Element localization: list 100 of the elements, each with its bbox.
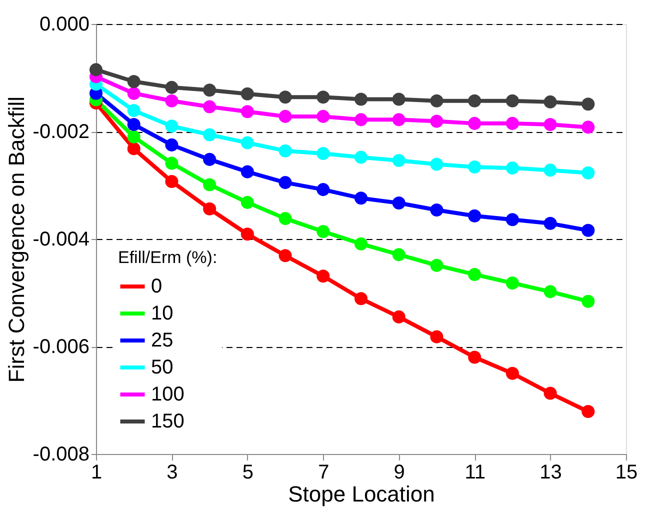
- point: [240, 196, 254, 209]
- y-tick-label: -0.006: [32, 336, 90, 358]
- point: [127, 130, 140, 144]
- point: [278, 110, 292, 123]
- y-axis-title: First Convergence on Backfill: [4, 96, 29, 383]
- point: [203, 100, 216, 114]
- point: [165, 94, 178, 108]
- point: [468, 350, 482, 364]
- point: [316, 224, 330, 238]
- point: [392, 248, 406, 262]
- point: [544, 118, 557, 132]
- point: [544, 95, 557, 108]
- point: [506, 213, 519, 226]
- point: [316, 183, 330, 196]
- x-tick-label: 1: [90, 462, 102, 484]
- x-tick-label: 11: [464, 462, 486, 484]
- point: [316, 270, 330, 283]
- point: [127, 104, 140, 118]
- point: [354, 192, 368, 205]
- point: [430, 114, 444, 128]
- x-tick-label: 3: [166, 462, 178, 484]
- point: [240, 165, 254, 178]
- point: [430, 258, 444, 272]
- point: [392, 310, 406, 324]
- legend-label: 25: [151, 330, 174, 352]
- point: [506, 162, 519, 175]
- point: [240, 136, 254, 150]
- point: [165, 138, 178, 152]
- point: [127, 118, 140, 132]
- point: [127, 86, 140, 100]
- point: [544, 386, 557, 400]
- point: [278, 144, 292, 158]
- point: [240, 228, 254, 241]
- point: [392, 92, 406, 106]
- x-tick-label: 15: [615, 462, 638, 484]
- point: [544, 164, 557, 177]
- point: [278, 176, 292, 190]
- point: [506, 276, 519, 290]
- point: [430, 158, 444, 171]
- point: [165, 120, 178, 133]
- point: [582, 224, 595, 237]
- x-tick-label: 9: [394, 462, 405, 484]
- y-tick-label: -0.004: [32, 228, 90, 250]
- point: [278, 249, 292, 262]
- point: [354, 113, 368, 126]
- point: [468, 268, 482, 281]
- legend-label: 0: [151, 276, 162, 298]
- point: [316, 147, 330, 160]
- point: [544, 216, 557, 230]
- point: [89, 63, 103, 76]
- point: [392, 113, 406, 126]
- point: [468, 94, 482, 108]
- point: [506, 116, 519, 130]
- y-tick-label: -0.002: [32, 121, 90, 143]
- x-tick-label: 13: [540, 462, 562, 484]
- point: [582, 166, 595, 180]
- legend-label: 50: [151, 356, 174, 378]
- point: [278, 212, 292, 226]
- point: [240, 105, 254, 118]
- point: [165, 156, 178, 170]
- point: [582, 405, 595, 418]
- legend-label: 150: [151, 410, 184, 432]
- point: [316, 110, 330, 123]
- legend-title: Efill/Erm (%):: [118, 248, 218, 267]
- point: [468, 116, 482, 130]
- point: [203, 202, 216, 216]
- legend-label: 100: [151, 384, 184, 406]
- point: [468, 160, 482, 174]
- point: [203, 128, 216, 142]
- point: [468, 209, 482, 222]
- point: [165, 174, 178, 188]
- point: [392, 196, 406, 210]
- point: [354, 237, 368, 250]
- point: [392, 154, 406, 168]
- y-tick-label: -0.008: [32, 444, 90, 466]
- point: [544, 285, 557, 298]
- y-tick-label: 0.000: [39, 14, 90, 36]
- point: [582, 294, 595, 308]
- point: [430, 330, 444, 344]
- x-axis-title: Stope Location: [288, 482, 435, 506]
- point: [354, 292, 368, 306]
- point: [127, 142, 140, 156]
- point: [506, 366, 519, 380]
- point: [240, 87, 254, 100]
- point: [506, 94, 519, 108]
- point: [203, 152, 216, 166]
- point: [165, 80, 178, 94]
- point: [127, 75, 140, 88]
- x-tick-label: 7: [318, 462, 330, 484]
- point: [354, 150, 368, 164]
- point: [430, 94, 444, 108]
- point: [354, 92, 368, 106]
- point: [582, 98, 595, 111]
- point: [203, 84, 216, 97]
- point: [582, 120, 595, 134]
- legend-label: 10: [151, 302, 174, 324]
- point: [430, 203, 444, 216]
- point: [316, 90, 330, 104]
- point: [203, 178, 216, 192]
- x-tick-label: 5: [242, 462, 254, 484]
